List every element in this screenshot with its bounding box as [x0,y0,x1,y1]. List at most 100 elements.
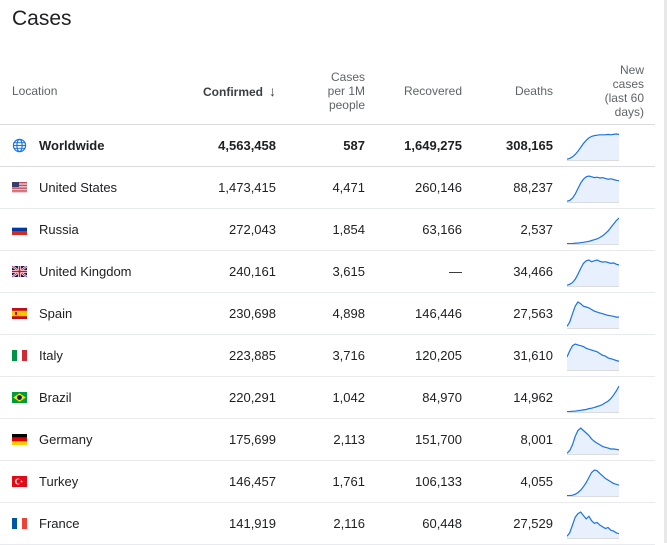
cell-confirmed: 223,885 [186,334,276,377]
table-row[interactable]: United States 1,473,415 4,471 260,146 88… [0,166,655,209]
cell-location: Worldwide [0,124,186,167]
de-flag-icon [12,434,27,445]
sparkline [567,258,619,287]
header-deaths[interactable]: Deaths [462,58,553,125]
globe-icon [12,138,27,153]
page-title: Cases [12,7,72,30]
sparkline [567,132,619,161]
header-cases-per-1m[interactable]: Cases per 1M people [276,58,365,125]
cell-location: Turkey [0,460,186,503]
ru-flag-icon [12,224,27,235]
cell-recovered: 63,166 [365,208,462,251]
sparkline [567,510,619,539]
cell-deaths: 4,055 [462,460,553,503]
cell-per-1m: 4,898 [276,292,365,335]
sort-down-arrow-icon: ↓ [269,82,276,99]
cell-recovered: — [365,250,462,293]
fr-flag-icon [12,518,27,529]
cell-per-1m: 3,716 [276,334,365,377]
cell-new-cases-trend [553,250,655,293]
it-flag-icon [12,350,27,361]
table-row[interactable]: France 141,919 2,116 60,448 27,529 [0,502,655,545]
cell-deaths: 8,001 [462,418,553,461]
table-row[interactable]: Worldwide 4,563,458 587 1,649,275 308,16… [0,124,655,167]
location-name: Italy [39,348,63,363]
cell-deaths: 34,466 [462,250,553,293]
header-line: days) [614,105,644,119]
table-row[interactable]: United Kingdom 240,161 3,615 — 34,466 [0,250,655,293]
table-row[interactable]: Italy 223,885 3,716 120,205 31,610 [0,334,655,377]
cell-recovered: 151,700 [365,418,462,461]
cell-deaths: 31,610 [462,334,553,377]
header-line: cases [612,77,644,91]
cell-confirmed: 240,161 [186,250,276,293]
sparkline [567,300,619,329]
cell-new-cases-trend [553,460,655,503]
tr-flag-icon [12,476,27,487]
es-flag-icon [12,308,27,319]
cell-new-cases-trend [553,292,655,335]
cell-location: Germany [0,418,186,461]
cell-location: Italy [0,334,186,377]
location-name: France [39,516,80,531]
header-line: Cases [330,70,365,84]
cell-per-1m: 1,761 [276,460,365,503]
cell-confirmed: 175,699 [186,418,276,461]
location-name: United Kingdom [39,264,132,279]
header-confirmed[interactable]: Confirmed ↓ [186,58,276,125]
cell-recovered: 1,649,275 [365,124,462,167]
cell-new-cases-trend [553,166,655,209]
cell-per-1m: 4,471 [276,166,365,209]
cell-per-1m: 2,116 [276,502,365,545]
header-new-cases: New cases (last 60 days) [553,58,655,125]
cell-confirmed: 220,291 [186,376,276,419]
sparkline [567,385,619,413]
location-name: Worldwide [39,138,105,153]
header-confirmed-label: Confirmed [203,84,263,99]
cell-deaths: 27,563 [462,292,553,335]
cell-location: Brazil [0,376,186,419]
cell-deaths: 14,962 [462,376,553,419]
cell-deaths: 27,529 [462,502,553,545]
location-name: Brazil [39,390,72,405]
cell-recovered: 260,146 [365,166,462,209]
cell-location: France [0,502,186,545]
cell-confirmed: 141,919 [186,502,276,545]
cell-location: Spain [0,292,186,335]
header-line: (last 60 [604,91,644,105]
cell-per-1m: 3,615 [276,250,365,293]
cell-new-cases-trend [553,502,655,545]
table-row[interactable]: Spain 230,698 4,898 146,446 27,563 [0,292,655,335]
cell-deaths: 2,537 [462,208,553,251]
table-row[interactable]: Russia 272,043 1,854 63,166 2,537 [0,208,655,251]
cell-per-1m: 587 [276,124,365,167]
table-row[interactable]: Turkey 146,457 1,761 106,133 4,055 [0,460,655,503]
cell-recovered: 106,133 [365,460,462,503]
location-name: United States [39,180,118,195]
cell-new-cases-trend [553,376,655,419]
cell-new-cases-trend [553,124,655,167]
cell-new-cases-trend [553,208,655,251]
cell-recovered: 146,446 [365,292,462,335]
cases-table: Location Confirmed ↓ Cases per 1M people Re… [0,58,655,545]
cell-recovered: 60,448 [365,502,462,545]
sparkline [567,217,619,245]
cell-deaths: 88,237 [462,166,553,209]
sparkline [567,174,619,203]
cell-confirmed: 272,043 [186,208,276,251]
cell-per-1m: 2,113 [276,418,365,461]
header-location[interactable]: Location [0,58,186,125]
header-line: people [328,98,365,112]
cell-new-cases-trend [553,418,655,461]
header-line: New [619,63,644,77]
scrollbar[interactable] [664,0,667,543]
header-recovered[interactable]: Recovered [365,58,462,125]
cell-per-1m: 1,042 [276,376,365,419]
table-row[interactable]: Germany 175,699 2,113 151,700 8,001 [0,418,655,461]
uk-flag-icon [12,266,27,277]
table-row[interactable]: Brazil 220,291 1,042 84,970 14,962 [0,376,655,419]
cell-confirmed: 146,457 [186,460,276,503]
cell-location: United States [0,166,186,209]
cell-per-1m: 1,854 [276,208,365,251]
header-line: per 1M [327,84,365,98]
